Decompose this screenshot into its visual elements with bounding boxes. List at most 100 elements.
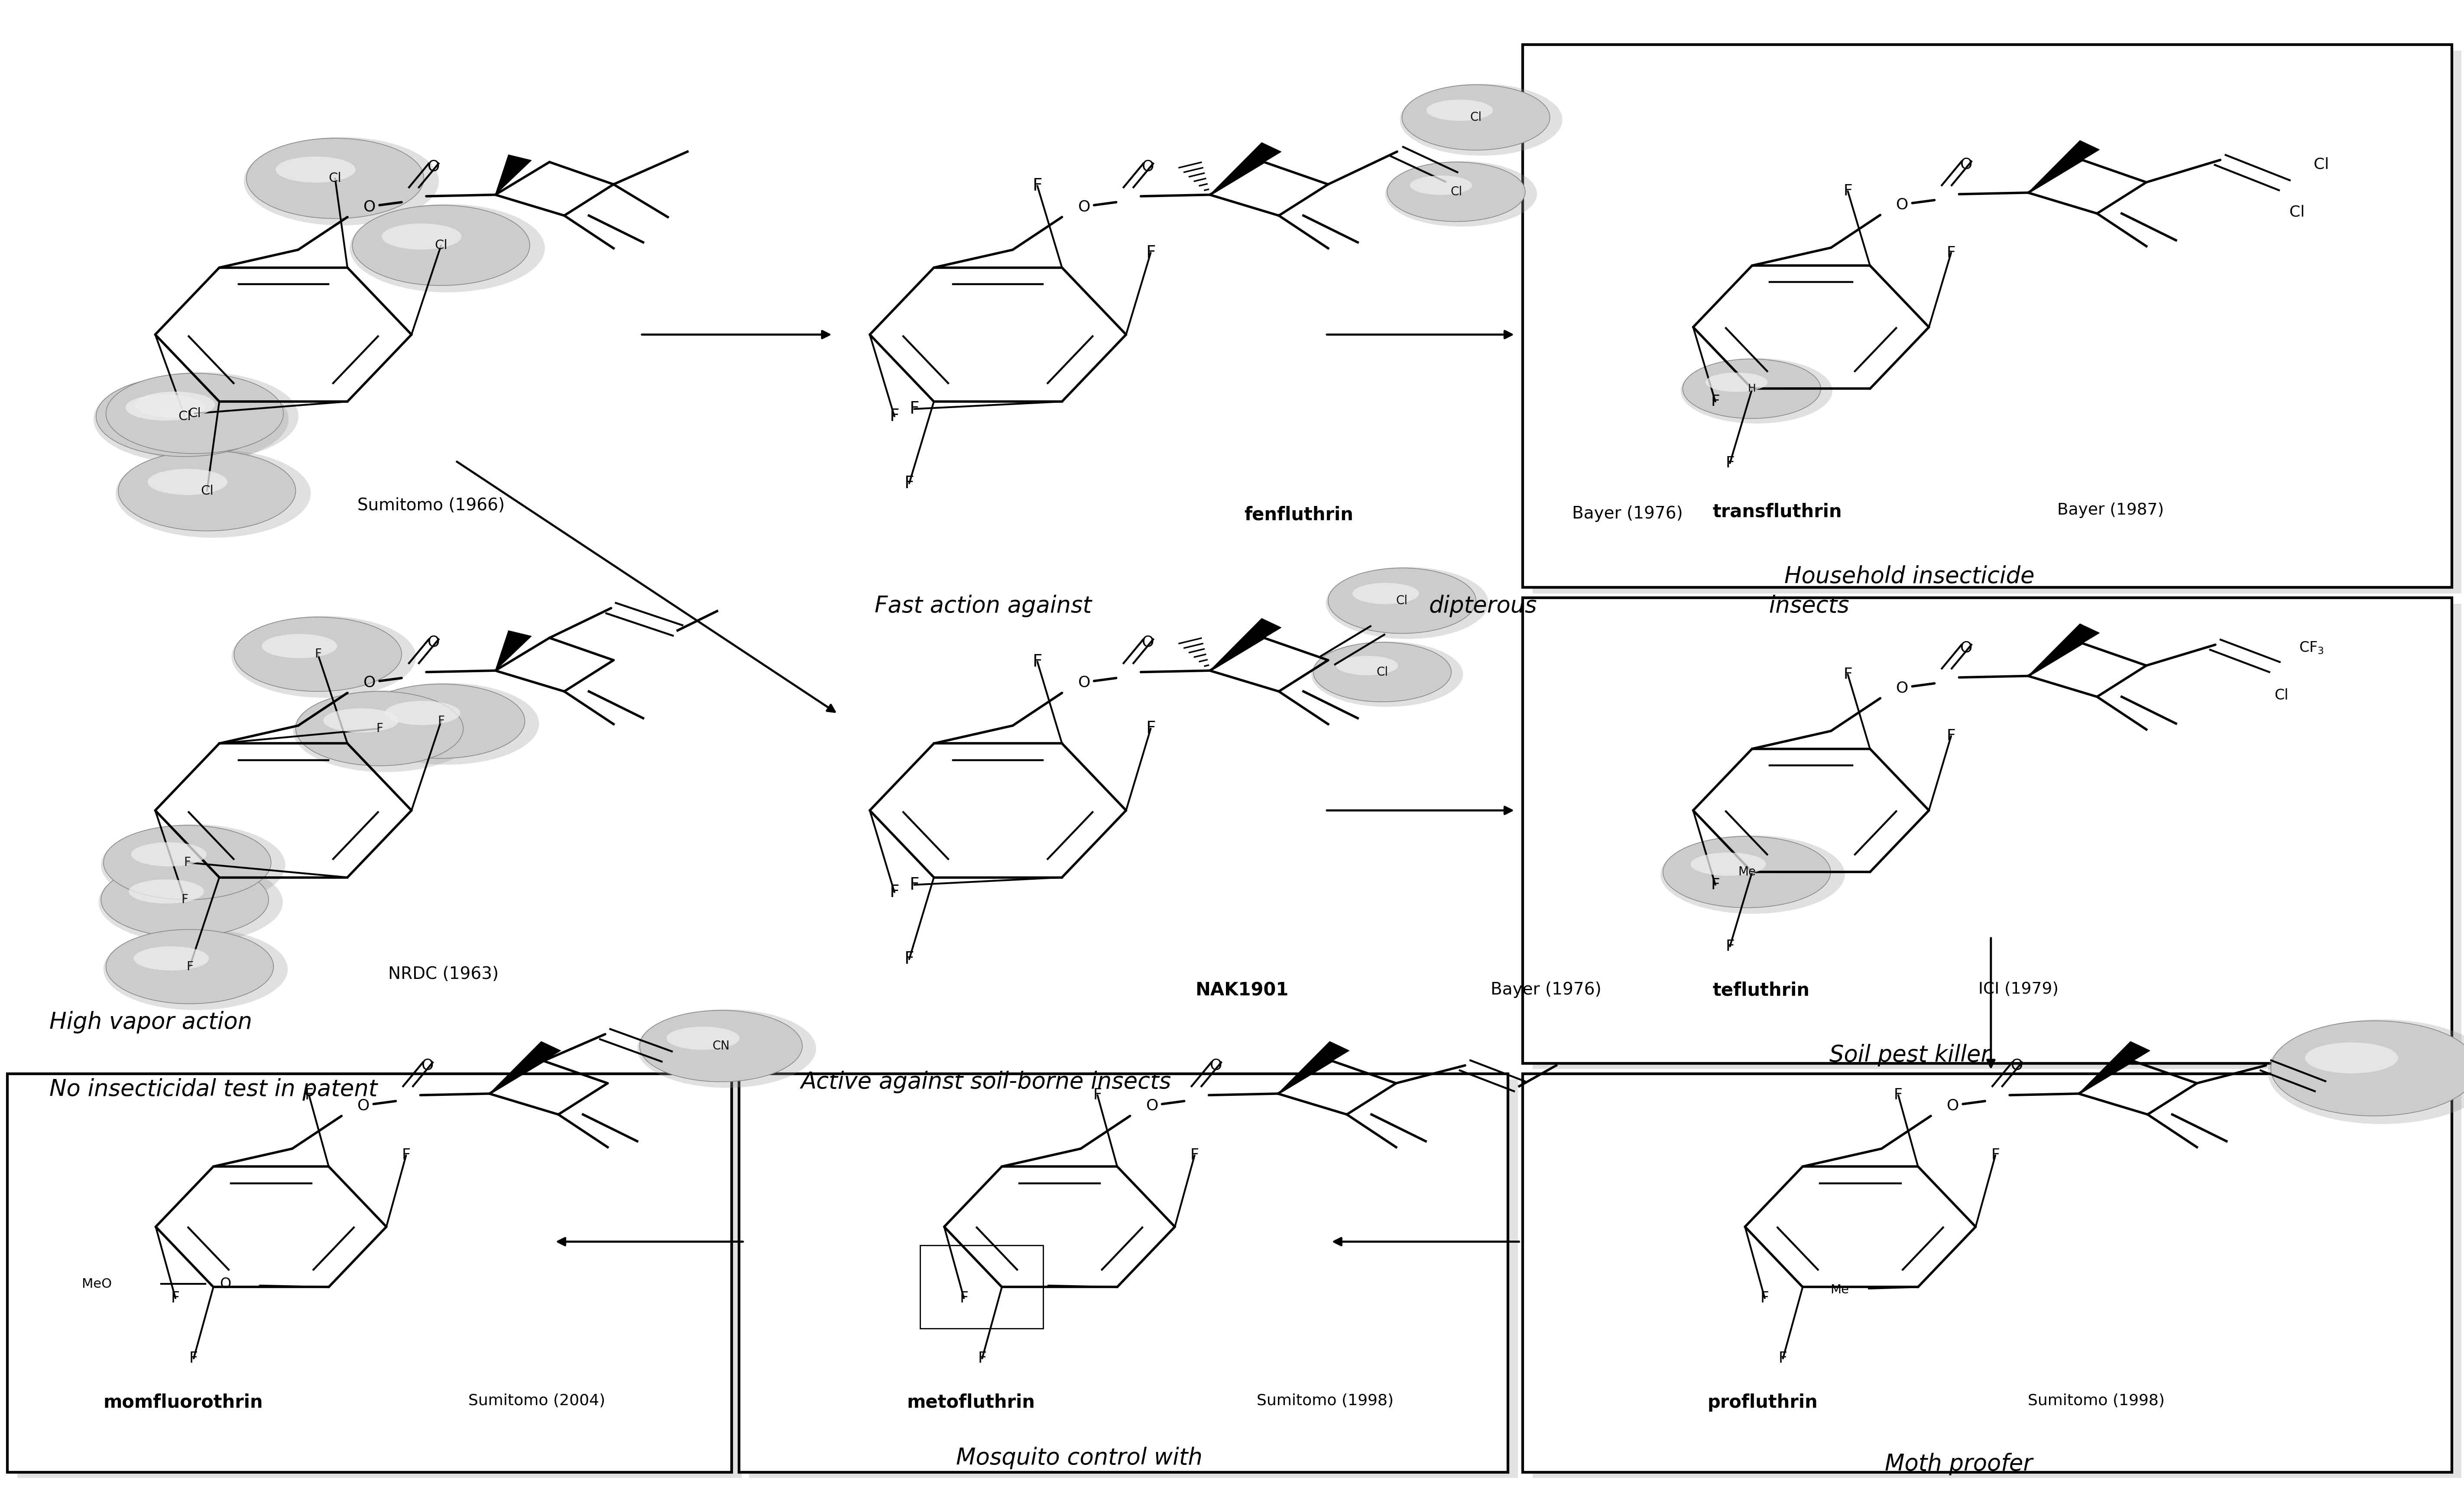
Text: F: F — [306, 1088, 313, 1102]
Text: Sumitomo (1966): Sumitomo (1966) — [357, 497, 505, 515]
Ellipse shape — [1663, 836, 1831, 907]
Text: O: O — [1143, 635, 1153, 650]
Ellipse shape — [1705, 373, 1767, 393]
Ellipse shape — [244, 137, 439, 226]
Text: Active against soil-borne insects: Active against soil-borne insects — [801, 1071, 1170, 1093]
Polygon shape — [495, 630, 532, 671]
Text: F: F — [1725, 938, 1735, 953]
Polygon shape — [2028, 140, 2099, 193]
Ellipse shape — [1311, 641, 1464, 706]
FancyBboxPatch shape — [739, 1074, 1508, 1472]
Ellipse shape — [2267, 1020, 2464, 1124]
Text: O: O — [1210, 1059, 1222, 1072]
Ellipse shape — [350, 204, 545, 293]
Polygon shape — [495, 155, 532, 195]
Text: F: F — [1710, 877, 1720, 892]
Text: CN: CN — [712, 1039, 729, 1053]
Ellipse shape — [232, 616, 416, 697]
Text: CF$_3$: CF$_3$ — [2299, 641, 2324, 656]
FancyBboxPatch shape — [929, 1252, 1052, 1335]
Text: Cl: Cl — [187, 407, 202, 419]
Text: O: O — [1079, 675, 1089, 690]
Ellipse shape — [641, 1010, 803, 1081]
Text: Bayer (1976): Bayer (1976) — [1491, 981, 1602, 998]
Text: F: F — [439, 715, 444, 727]
Ellipse shape — [128, 879, 205, 904]
Text: F: F — [1032, 177, 1042, 195]
Ellipse shape — [1661, 836, 1846, 915]
Text: F: F — [402, 1148, 411, 1163]
Text: Moth proofer: Moth proofer — [1885, 1453, 2033, 1475]
Text: Cl: Cl — [2289, 205, 2304, 220]
FancyBboxPatch shape — [1533, 604, 2462, 1069]
Text: transfluthrin: transfluthrin — [1712, 503, 1843, 520]
Text: F: F — [904, 950, 914, 968]
Ellipse shape — [1328, 568, 1476, 633]
Text: O: O — [1079, 199, 1089, 214]
FancyBboxPatch shape — [749, 1080, 1518, 1478]
Ellipse shape — [1680, 358, 1833, 424]
Ellipse shape — [246, 138, 424, 219]
Ellipse shape — [106, 373, 283, 454]
Text: profluthrin: profluthrin — [1708, 1393, 1818, 1411]
Ellipse shape — [133, 946, 209, 971]
Text: F: F — [1032, 653, 1042, 671]
Text: F: F — [890, 883, 899, 901]
Text: No insecticidal test in patent: No insecticidal test in patent — [49, 1078, 377, 1100]
Ellipse shape — [103, 928, 288, 1010]
Text: Me: Me — [1737, 865, 1757, 879]
Polygon shape — [1210, 619, 1281, 671]
Ellipse shape — [103, 825, 271, 900]
Text: O: O — [1897, 681, 1910, 696]
Ellipse shape — [638, 1010, 816, 1088]
Ellipse shape — [1683, 358, 1821, 418]
Text: Cl: Cl — [1471, 112, 1481, 123]
Text: O: O — [1947, 1099, 1959, 1112]
Text: O: O — [357, 1099, 370, 1112]
Text: F: F — [909, 400, 919, 418]
Text: Cl: Cl — [2274, 688, 2289, 702]
Text: F: F — [1947, 245, 1956, 260]
Text: MeO: MeO — [81, 1277, 111, 1291]
Ellipse shape — [103, 372, 298, 461]
Text: O: O — [365, 675, 375, 690]
Text: O: O — [1961, 158, 1974, 172]
Ellipse shape — [94, 375, 288, 464]
Ellipse shape — [293, 690, 478, 772]
Ellipse shape — [261, 633, 338, 659]
Text: insects: insects — [1762, 595, 1848, 617]
Text: F: F — [1710, 394, 1720, 409]
Ellipse shape — [1427, 100, 1493, 120]
Text: Cl: Cl — [200, 485, 214, 497]
Text: F: F — [185, 857, 190, 868]
Text: Mosquito control with: Mosquito control with — [956, 1447, 1202, 1469]
Ellipse shape — [296, 691, 463, 766]
Text: Cl: Cl — [2314, 158, 2328, 172]
Ellipse shape — [1402, 85, 1550, 150]
FancyBboxPatch shape — [1523, 1074, 2452, 1472]
Text: F: F — [1759, 1291, 1769, 1306]
Text: Cl: Cl — [1451, 186, 1461, 198]
Text: Me: Me — [1831, 1283, 1848, 1297]
FancyBboxPatch shape — [17, 1080, 742, 1478]
Ellipse shape — [1385, 161, 1538, 226]
Ellipse shape — [1326, 567, 1488, 639]
Text: NRDC (1963): NRDC (1963) — [389, 965, 498, 983]
Text: F: F — [904, 474, 914, 492]
Text: F: F — [909, 876, 919, 894]
Text: O: O — [1897, 198, 1910, 213]
Text: F: F — [978, 1352, 986, 1365]
Ellipse shape — [2304, 1042, 2397, 1074]
Text: F: F — [1779, 1352, 1786, 1365]
Ellipse shape — [1335, 656, 1397, 675]
Text: Sumitomo (2004): Sumitomo (2004) — [468, 1393, 606, 1408]
Text: H: H — [1747, 384, 1757, 394]
Text: Cl: Cl — [177, 410, 192, 422]
Polygon shape — [1210, 143, 1281, 195]
Text: F: F — [377, 723, 382, 735]
Text: F: F — [1843, 668, 1853, 683]
Text: F: F — [170, 1291, 180, 1306]
Ellipse shape — [126, 394, 205, 421]
Text: O: O — [429, 635, 439, 650]
Text: fenfluthrin: fenfluthrin — [1244, 506, 1353, 523]
